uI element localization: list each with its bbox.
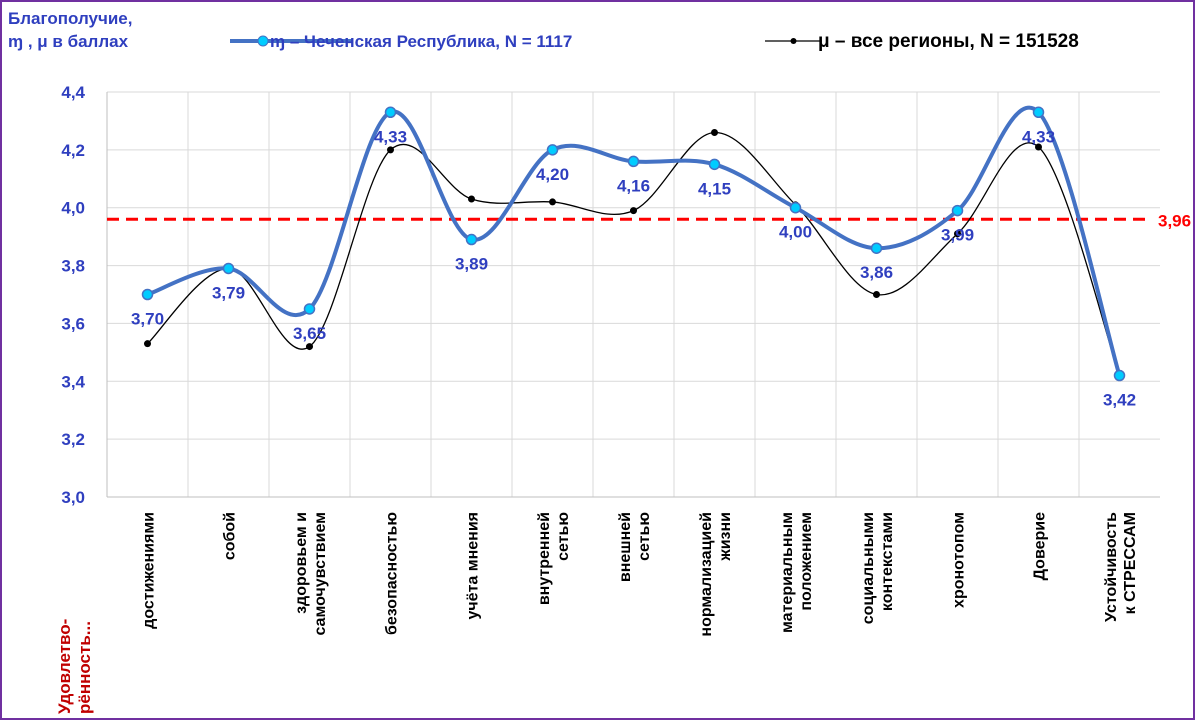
marker (141, 288, 154, 301)
marker (384, 106, 397, 118)
marker (870, 242, 883, 254)
marker (222, 262, 235, 275)
value-label: 3,86 (860, 263, 893, 282)
series-line (146, 105, 1122, 377)
x-tick-label: внешней сетью (617, 512, 653, 582)
y-tick-label: 3,4 (61, 372, 85, 391)
marker (711, 129, 718, 136)
marker (951, 204, 964, 217)
marker (954, 230, 961, 238)
value-label: 4,16 (617, 176, 650, 195)
value-label: 4,33 (1022, 127, 1055, 146)
legend-marker (257, 35, 269, 47)
marker (387, 146, 394, 154)
value-label: 3,65 (293, 324, 326, 343)
value-label: 3,79 (212, 283, 245, 302)
value-label: 3,42 (1103, 391, 1136, 410)
value-label: 4,20 (536, 165, 569, 184)
y-tick-label: 3,8 (61, 257, 85, 276)
marker (306, 343, 313, 351)
marker (465, 233, 478, 246)
chart-title: Благополучие, ɱ , μ в баллах (8, 9, 132, 51)
value-label: 3,70 (131, 310, 164, 329)
marker (630, 207, 637, 215)
legend-label: ɱ – Чеченская Республика, N = 1117 (270, 32, 572, 51)
x-tick-label: нормализацией жизни (698, 512, 734, 637)
marker (1032, 106, 1045, 118)
x-tick-label: здоровьем и самочувствием (293, 512, 329, 636)
x-tick-label: социальными контекстами (860, 512, 896, 624)
legend-marker (790, 38, 797, 44)
marker (144, 340, 151, 348)
legend-label: μ – все регионы, N = 151528 (818, 31, 1079, 52)
marker (627, 155, 640, 168)
value-label: 4,00 (779, 223, 812, 242)
reference-label: 3,96 (1158, 211, 1191, 230)
y-tick-label: 3,6 (61, 314, 85, 333)
y-tick-label: 3,2 (61, 430, 85, 449)
value-label: 3,99 (941, 226, 974, 245)
marker (546, 144, 559, 156)
x-tick-label: материальным положением (779, 512, 815, 633)
marker (468, 195, 475, 203)
marker (303, 303, 316, 315)
marker (789, 201, 802, 214)
value-label: 4,33 (374, 127, 407, 146)
value-label: 4,15 (698, 179, 731, 198)
y-caption: Удовлетво-рённость... (55, 619, 94, 714)
y-tick-label: 4,2 (61, 141, 85, 160)
x-tick-label: хронотопом (951, 512, 968, 608)
y-tick-label: 3,0 (61, 488, 85, 507)
x-tick-label: учёта мнения (465, 512, 482, 620)
x-tick-label: внутренней сетью (536, 512, 572, 606)
marker (1035, 143, 1042, 151)
y-tick-label: 4,4 (61, 83, 85, 102)
y-tick-label: 4,0 (61, 199, 85, 218)
marker (708, 158, 721, 171)
x-tick-label: безопасностью (384, 512, 401, 635)
marker (1113, 369, 1126, 382)
x-tick-label: Устойчивость к СТРЕССАМ (1103, 512, 1139, 622)
marker (549, 198, 556, 206)
marker (873, 291, 880, 298)
x-tick-label: собой (222, 512, 239, 560)
x-tick-label: достижениями (141, 512, 158, 629)
value-label: 3,89 (455, 255, 488, 274)
x-tick-label: Доверие (1032, 512, 1049, 581)
